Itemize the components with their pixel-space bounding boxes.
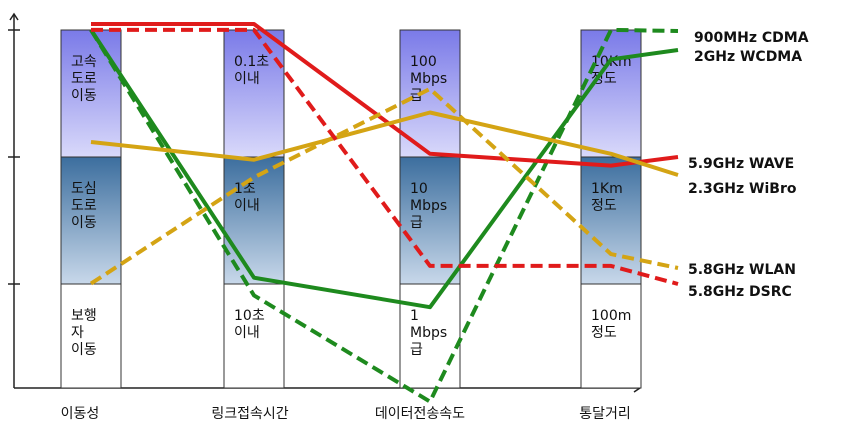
level-box xyxy=(399,283,461,389)
level-label: 0.1초 이내 xyxy=(234,54,269,87)
legend-entry: 2GHz WCDMA xyxy=(694,49,802,65)
level-label: 도심 도로 이동 xyxy=(71,181,97,231)
level-label: 1 Mbps 급 xyxy=(410,308,447,358)
level-label: 1초 이내 xyxy=(234,181,260,214)
legend-entry: 5.8GHz DSRC xyxy=(688,284,792,300)
y-axis-arrow xyxy=(9,12,19,21)
x-tick-label: 통달거리 xyxy=(579,406,631,422)
level-label: 100 Mbps 급 xyxy=(410,54,447,104)
level-label: 고속 도로 이동 xyxy=(71,54,97,104)
level-box xyxy=(580,283,642,389)
legend-entry: 900MHz CDMA xyxy=(694,30,809,46)
legend-entry: 5.8GHz WLAN xyxy=(688,262,796,278)
level-label: 100m 정도 xyxy=(591,308,631,341)
level-label: 1Km 정도 xyxy=(591,181,623,214)
legend-entry: 2.3GHz WiBro xyxy=(688,181,797,197)
series-line xyxy=(89,27,679,404)
level-box xyxy=(60,283,122,389)
level-box xyxy=(60,156,122,285)
level-box xyxy=(399,29,461,158)
series-line xyxy=(89,86,679,286)
level-box xyxy=(580,29,642,158)
level-box xyxy=(223,29,285,158)
level-label: 10초 이내 xyxy=(234,308,265,341)
x-tick-label: 데이터전송속도 xyxy=(375,406,465,422)
x-tick-label: 이동성 xyxy=(61,406,100,422)
level-box xyxy=(580,156,642,285)
level-label: 보행 자 이동 xyxy=(71,308,97,358)
legend-entry: 5.9GHz WAVE xyxy=(688,156,794,172)
x-tick-label: 링크접속시간 xyxy=(211,406,288,422)
level-label: 10 Mbps 급 xyxy=(410,181,447,231)
